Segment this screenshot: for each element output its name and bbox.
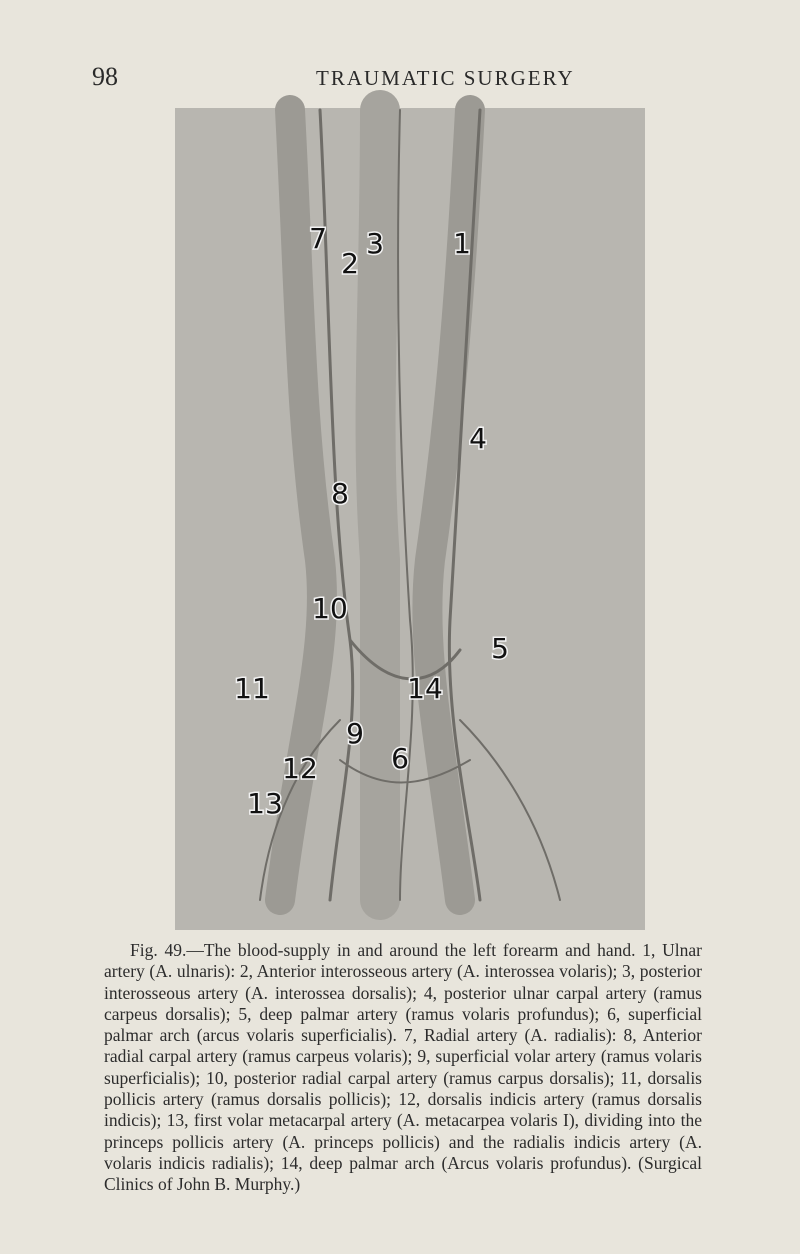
figure-label: 4 xyxy=(469,422,487,455)
running-title: TRAUMATIC SURGERY xyxy=(316,66,575,90)
figure-label: 7 xyxy=(309,222,327,255)
figure-label: 5 xyxy=(491,632,509,665)
figure-label: 2 xyxy=(341,247,359,280)
figure-label: 11 xyxy=(234,672,270,705)
figure-label: 1 xyxy=(453,227,471,260)
figure-label: 3 xyxy=(366,227,384,260)
vessels xyxy=(259,90,561,920)
figure-label: 13 xyxy=(247,787,283,820)
radiograph xyxy=(175,108,645,930)
figure-label: 9 xyxy=(346,717,364,750)
figure-label: 8 xyxy=(331,477,349,510)
figure-label: 12 xyxy=(282,752,318,785)
figure-caption: Fig. 49.—The blood-supply in and around … xyxy=(104,940,702,1195)
figure-label: 14 xyxy=(407,672,443,705)
page-number: 98 xyxy=(92,62,118,91)
figure-label: 6 xyxy=(391,742,409,775)
figure-label: 10 xyxy=(312,592,348,625)
